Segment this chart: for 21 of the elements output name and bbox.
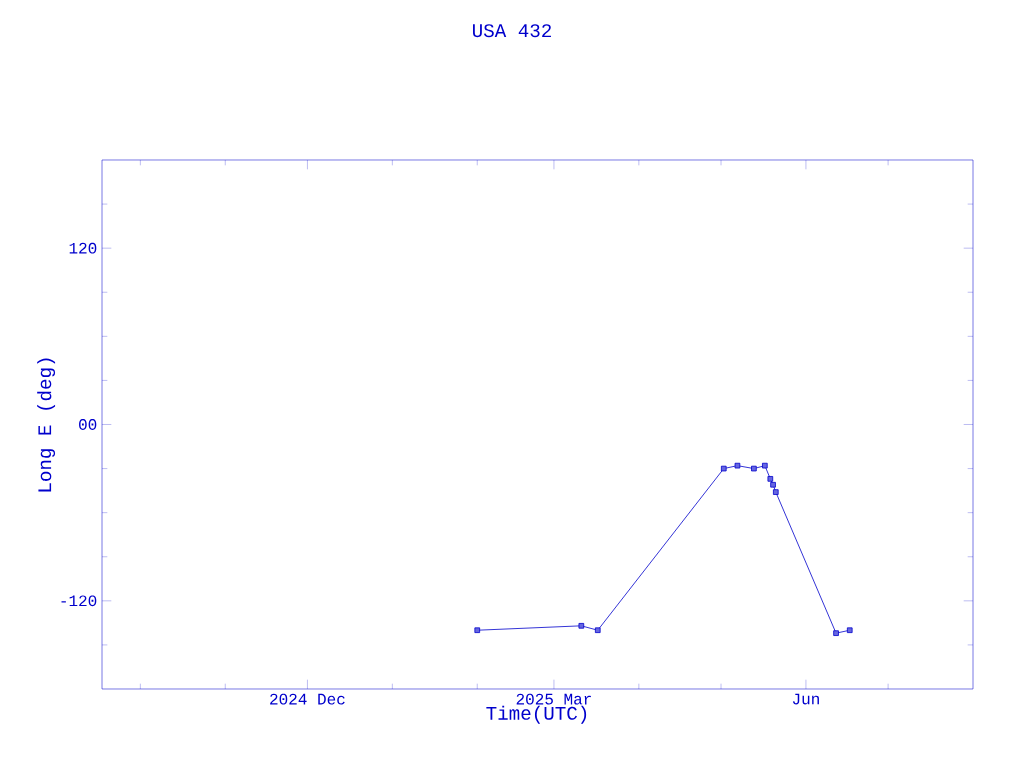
point — [474, 627, 481, 634]
y-tick-label: 120 — [69, 242, 97, 254]
point — [770, 481, 776, 488]
point — [833, 630, 839, 636]
x-axis-title: Time(UTC) — [486, 705, 587, 724]
y-axis-title: Long E (deg) — [37, 358, 56, 492]
x-tick-label: 2024 Dec — [270, 693, 345, 705]
point — [846, 627, 853, 634]
point — [773, 489, 779, 495]
point — [578, 623, 585, 629]
x-tick-label: Jun — [792, 693, 819, 705]
point — [762, 462, 768, 469]
y-tick-label: -120 — [61, 595, 97, 607]
x-tick-label: 2025 Mar — [516, 693, 591, 705]
point — [751, 465, 757, 472]
point — [767, 476, 774, 482]
chart-title: USA 432 — [473, 24, 551, 38]
point — [594, 627, 601, 634]
point — [734, 462, 741, 469]
point — [720, 465, 727, 472]
y-tick-label: 00 — [79, 419, 97, 430]
